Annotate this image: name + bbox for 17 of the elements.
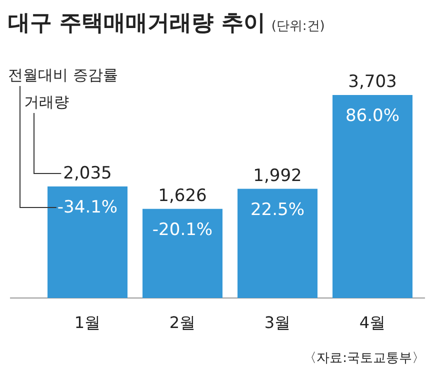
x-tick-label: 1월 xyxy=(74,313,101,332)
chart-title: 대구 주택매매거래량 추이 xyxy=(8,11,266,36)
annotation: 거래량 xyxy=(24,93,69,111)
chart-subtitle: (단위:건) xyxy=(271,19,325,34)
x-tick-label: 3월 xyxy=(264,313,291,332)
text: 전월대비 증감률 xyxy=(8,66,118,84)
x-tick-label: 2월 xyxy=(169,313,196,332)
annotation: 22.5% xyxy=(250,200,305,220)
data-label: 1,992 xyxy=(253,166,302,186)
annotation: -20.1% xyxy=(152,220,213,240)
annotation: 86.0% xyxy=(345,106,400,126)
data-label: 2,035 xyxy=(63,163,112,184)
x-tick-label: 4월 xyxy=(359,313,386,332)
annotation: -34.1% xyxy=(57,197,118,218)
data-label: 1,626 xyxy=(158,186,207,206)
text: 〈자료:국토교통부〉 xyxy=(304,351,425,366)
data-label: 3,703 xyxy=(348,72,397,92)
